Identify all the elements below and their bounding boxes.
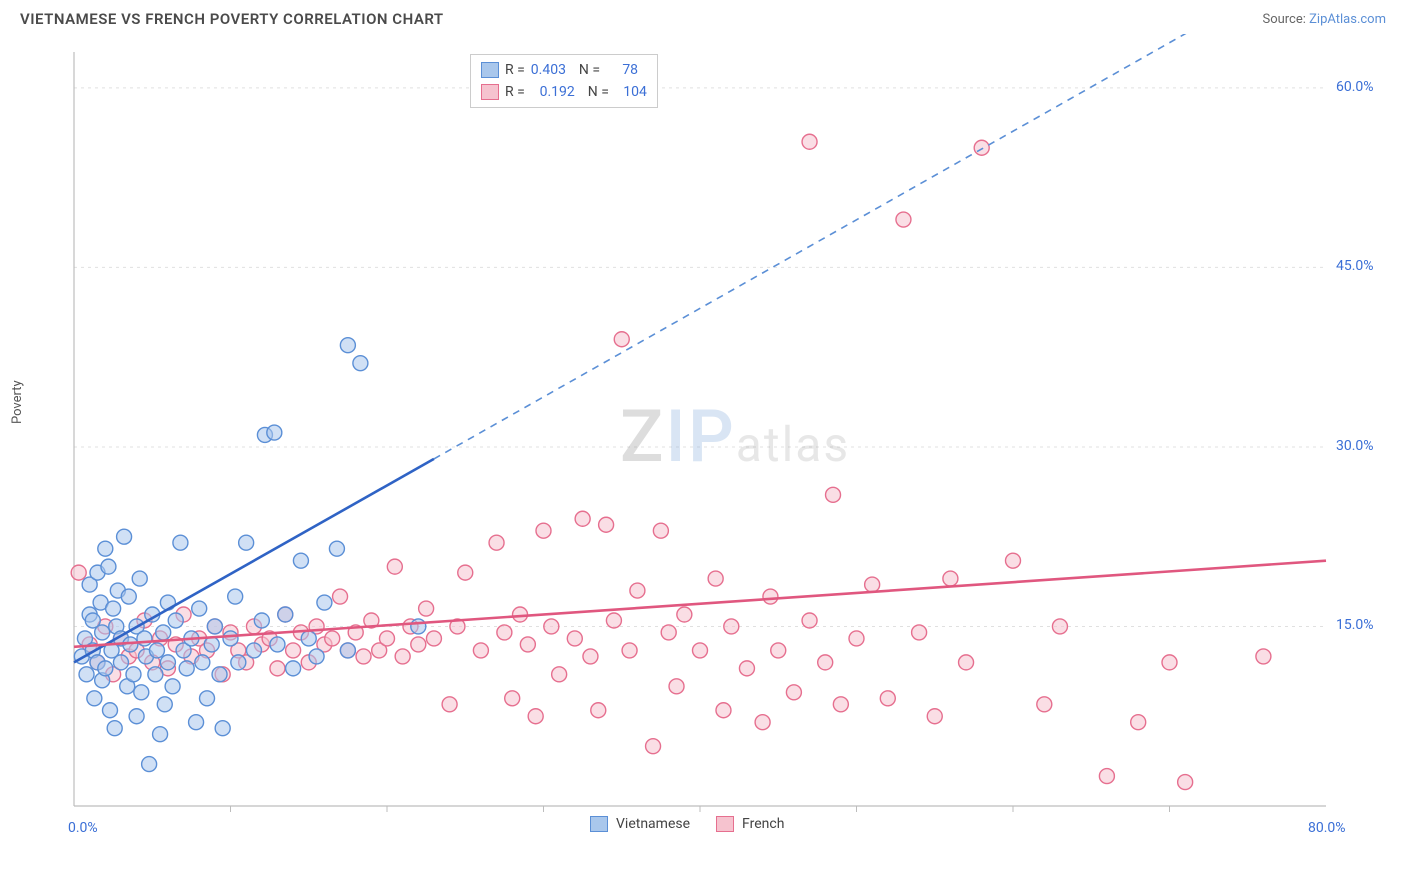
chart-area: Poverty ZIPatlas R = 0.403 N = 78 R = 0.… <box>20 34 1386 854</box>
n-value-french: 104 <box>615 84 647 100</box>
legend-swatch-vietnamese <box>481 62 499 78</box>
legend-swatch-icon <box>590 816 608 832</box>
legend-swatch-icon <box>716 816 734 832</box>
axis-tick-label: 45.0% <box>1336 258 1374 274</box>
r-value-vietnamese: 0.403 <box>531 62 566 78</box>
source-label: Source: ZipAtlas.com <box>1262 12 1386 27</box>
legend-row-french: R = 0.192 N = 104 <box>481 81 647 103</box>
legend-label-french: French <box>742 816 784 832</box>
legend-item-french: French <box>716 816 784 832</box>
scatter-plot <box>56 34 1386 854</box>
legend-swatch-french <box>481 84 499 100</box>
legend-item-vietnamese: Vietnamese <box>590 816 690 832</box>
axis-tick-label: 0.0% <box>68 820 98 836</box>
axis-tick-label: 30.0% <box>1336 438 1374 454</box>
n-value-vietnamese: 78 <box>606 62 638 78</box>
legend-label-vietnamese: Vietnamese <box>616 816 690 832</box>
chart-title: VIETNAMESE VS FRENCH POVERTY CORRELATION… <box>20 10 444 28</box>
y-axis-label: Poverty <box>10 380 25 424</box>
r-value-french: 0.192 <box>531 84 575 100</box>
legend-row-vietnamese: R = 0.403 N = 78 <box>481 59 647 81</box>
axis-tick-label: 15.0% <box>1336 617 1374 633</box>
correlation-legend: R = 0.403 N = 78 R = 0.192 N = 104 <box>470 54 658 108</box>
series-legend: Vietnamese French <box>590 816 784 832</box>
source-link[interactable]: ZipAtlas.com <box>1309 12 1386 27</box>
axis-tick-label: 80.0% <box>1308 820 1346 836</box>
axis-tick-label: 60.0% <box>1336 79 1374 95</box>
